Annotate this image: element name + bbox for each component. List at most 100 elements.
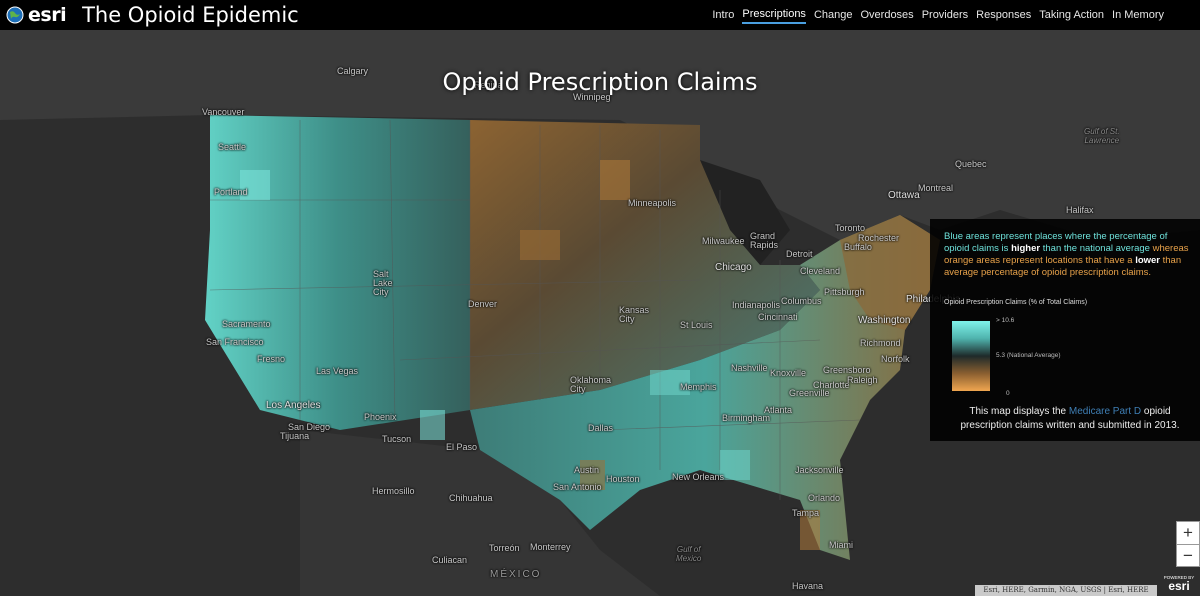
place-label-halifax: Halifax (1066, 205, 1094, 215)
nav-change[interactable]: Change (813, 9, 853, 21)
place-label-charlotte: Charlotte (813, 380, 850, 390)
zoom-in-button[interactable]: + (1183, 523, 1193, 542)
nav-overdoses[interactable]: Overdoses (860, 9, 914, 21)
canada-landmass (0, 30, 1200, 240)
place-label-columbus: Columbus (781, 296, 822, 306)
nav-taking-action[interactable]: Taking Action (1039, 9, 1105, 21)
place-label-san-antonio: San Antonio (553, 482, 602, 492)
legend-title: Opioid Prescription Claims (% of Total C… (944, 299, 1088, 306)
place-label-regina: Regina (474, 80, 503, 90)
place-label-indianapolis: Indianapolis (732, 300, 781, 310)
place-label-richmond: Richmond (860, 338, 901, 348)
nav-providers[interactable]: Providers (921, 9, 969, 21)
place-label-st-louis: St Louis (680, 320, 713, 330)
place-label-nashville: Nashville (731, 363, 768, 373)
legend-higher-text: higher (1011, 243, 1041, 254)
powered-by-esri-logo[interactable]: POWERED BY esri (1158, 575, 1200, 596)
great-lakes (700, 160, 790, 265)
legend-tick-high: > 10.6 (996, 317, 1015, 324)
legend-blue-text-end: than the national average (1040, 243, 1150, 254)
place-label-toronto: Toronto (835, 223, 866, 233)
place-label-tucson: Tucson (382, 434, 412, 444)
place-label-washington: Washington (858, 315, 911, 326)
place-label-winnipeg: Winnipeg (573, 92, 611, 102)
place-label-birmingham: Birmingham (722, 413, 771, 423)
place-label-las-vegas: Las Vegas (316, 366, 359, 376)
place-label-cleveland: Cleveland (800, 266, 841, 276)
water-label-gulf-mexico: Gulf of Mexico (676, 545, 702, 563)
place-label-portland: Portland (214, 187, 248, 197)
legend-panel: Blue areas represent places where the pe… (930, 219, 1200, 441)
place-label-hermosillo: Hermosillo (372, 486, 415, 496)
place-label-sacramento: Sacramento (222, 319, 271, 329)
water-label-gulf-st-lawrence: Gulf of St. Lawrence (1084, 127, 1120, 145)
place-label-greenville: Greenville (789, 388, 830, 398)
place-label-dallas: Dallas (588, 423, 614, 433)
app-header: esri The Opioid Epidemic Intro Prescript… (0, 0, 1200, 30)
place-label-montreal: Montreal (918, 183, 954, 193)
legend-tick-low: 0 (1006, 390, 1010, 397)
place-label-cincinnati: Cincinnati (758, 312, 798, 322)
us-central-region (470, 120, 820, 410)
place-label-kansas-city: Kansas City (619, 305, 650, 324)
map-title: Opioid Prescription Claims (442, 68, 758, 96)
place-label-milwaukee: Milwaukee (702, 236, 745, 246)
place-label-grand-rapids: Grand Rapids (750, 231, 779, 250)
legend-foot-post: opioid prescription claims written and s… (960, 406, 1180, 431)
nav-responses[interactable]: Responses (976, 9, 1032, 21)
place-label-mexico: MÉXICO (490, 569, 542, 580)
place-label-houston: Houston (606, 474, 640, 484)
state-borders (209, 119, 861, 500)
place-label-chihuahua: Chihuahua (449, 493, 493, 503)
place-label-chicago: Chicago (715, 262, 752, 273)
place-label-tijuana: Tijuana (280, 431, 310, 441)
medicare-part-d-link[interactable]: Medicare Part D (1068, 406, 1142, 417)
zoom-out-button[interactable]: − (1177, 544, 1199, 567)
legend-color-ramp (952, 321, 990, 391)
basemap (0, 30, 1200, 596)
legend-foot-pre: This map displays the (969, 406, 1069, 417)
legend-orange-text-end: than average percentage of opioid prescr… (944, 255, 1182, 278)
place-label-vancouver: Vancouver (202, 107, 245, 117)
place-label-miami: Miami (829, 540, 853, 550)
place-label-minneapolis: Minneapolis (628, 198, 677, 208)
place-label-oklahoma-city: Oklahoma City (570, 375, 612, 394)
place-label-raleigh: Raleigh (847, 375, 878, 385)
nav-intro[interactable]: Intro (712, 9, 735, 21)
place-label-torreon: Torreón (489, 543, 520, 553)
nav-in-memory[interactable]: In Memory (1112, 9, 1164, 21)
place-label-denver: Denver (468, 299, 498, 309)
nav-bar: Intro Prescriptions Change Overdoses Pro… (704, 0, 1164, 30)
globe-icon (6, 6, 24, 24)
place-label-calgary: Calgary (337, 66, 369, 76)
place-label-quebec: Quebec (955, 159, 987, 169)
place-label-pittsburgh: Pittsburgh (824, 287, 865, 297)
place-label-tampa: Tampa (792, 508, 820, 518)
powered-by-label: POWERED BY (1163, 575, 1195, 580)
place-label-austin: Austin (574, 465, 600, 475)
place-label-detroit: Detroit (786, 249, 813, 259)
legend-orange-text: whereas orange areas represent locations… (944, 243, 1189, 266)
place-label-culiacan: Culiacan (432, 555, 468, 565)
nav-prescriptions[interactable]: Prescriptions (742, 6, 806, 24)
place-label-el-paso: El Paso (446, 442, 478, 452)
app-title: The Opioid Epidemic (82, 3, 299, 27)
esri-logo-text: esri (28, 4, 67, 26)
place-label-phoenix: Phoenix (364, 412, 397, 422)
place-label-jacksonville: Jacksonville (795, 465, 844, 475)
place-label-greensboro: Greensboro (823, 365, 871, 375)
legend-blue-text: Blue areas represent places where the pe… (944, 231, 1168, 254)
legend-lower-text: lower (1135, 255, 1160, 266)
esri-logo[interactable]: esri (6, 4, 67, 26)
county-speckle (240, 160, 820, 550)
powered-by-esri-text: esri (1168, 579, 1190, 593)
place-label-knoxville: Knoxville (770, 368, 807, 378)
place-label-rochester: Rochester (858, 233, 900, 243)
zoom-control: + − (1176, 521, 1200, 567)
place-label-san-francisco: San Francisco (206, 337, 264, 347)
place-label-orlando: Orlando (808, 493, 841, 503)
map-attribution[interactable]: Esri, HERE, Garmin, NGA, USGS | Esri, HE… (975, 585, 1157, 596)
place-label-ottawa: Ottawa (888, 190, 920, 201)
legend-footnote: This map displays the Medicare Part D op… (950, 405, 1190, 433)
place-label-san-diego: San Diego (288, 422, 331, 432)
